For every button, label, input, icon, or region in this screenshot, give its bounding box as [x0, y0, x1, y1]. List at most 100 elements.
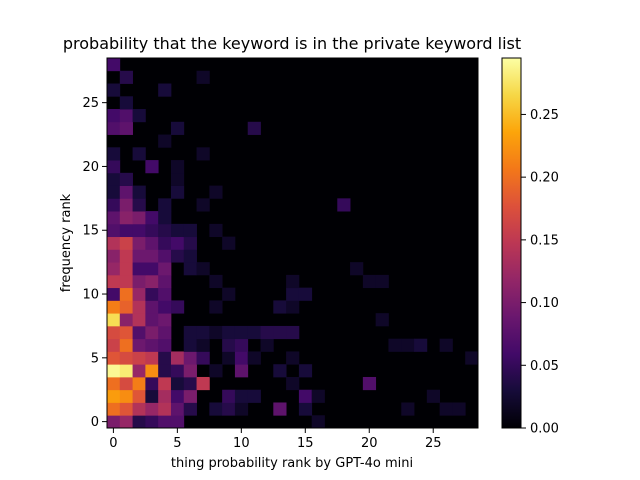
heatmap-cell [234, 402, 249, 416]
heatmap-cell [286, 274, 300, 289]
heatmap-cell [170, 185, 185, 199]
heatmap-cell [222, 287, 236, 301]
heatmap-cell [132, 198, 146, 212]
heatmap-cell [439, 402, 453, 416]
heatmap-cell [158, 236, 172, 250]
heatmap-cell [145, 287, 159, 301]
y-axis-ticks: 0 5 10 15 20 25 [82, 96, 107, 430]
heatmap-cell [107, 83, 121, 97]
heatmap-cell [273, 325, 287, 340]
heatmap-cell [132, 415, 146, 429]
heatmap-cell [132, 223, 146, 238]
heatmap-cell [260, 325, 274, 340]
heatmap-cell [222, 338, 236, 352]
heatmap-cell [145, 236, 159, 250]
heatmap-cell [260, 338, 274, 352]
heatmap-cell [107, 262, 121, 276]
heatmap-cell [119, 262, 133, 276]
heatmap-cell [158, 83, 172, 97]
heatmap-cell [119, 300, 133, 314]
heatmap-cells [107, 58, 479, 429]
heatmap-cell [170, 160, 185, 174]
heatmap-cell [132, 376, 146, 391]
heatmap-cell [273, 300, 287, 314]
heatmap-cell [196, 376, 210, 391]
heatmap-cell [452, 402, 466, 416]
heatmap-cell [170, 402, 185, 416]
heatmap-cell [132, 185, 146, 199]
heatmap-cell [107, 109, 121, 123]
heatmap-cell [132, 402, 146, 416]
heatmap-cell [311, 389, 325, 403]
heatmap-cell [107, 415, 121, 429]
heatmap-cell [183, 223, 197, 238]
x-tick-label: 15 [297, 436, 314, 451]
y-tick-label: 15 [82, 224, 99, 239]
heatmap-cell [132, 351, 146, 365]
colorbar [501, 57, 522, 429]
heatmap-cell [158, 274, 172, 289]
heatmap-cell [132, 236, 146, 250]
colorbar-tick-label: 0.20 [530, 171, 559, 186]
heatmap-cell [107, 300, 121, 314]
colorbar-tick-label: 0.05 [530, 359, 559, 374]
heatmap-cell [158, 223, 172, 238]
heatmap-cell [119, 274, 133, 289]
heatmap-cell [247, 325, 261, 340]
heatmap-cell [196, 262, 210, 276]
heatmap-cell [145, 160, 159, 174]
heatmap-cell [401, 402, 415, 416]
heatmap-cell [183, 402, 197, 416]
colorbar-tick-label: 0.00 [530, 422, 559, 437]
heatmap-cell [234, 351, 249, 365]
heatmap-cell [273, 364, 287, 378]
heatmap-cell [298, 287, 313, 301]
heatmap-cell [183, 325, 197, 340]
heatmap-cell [158, 351, 172, 365]
heatmap-cell [286, 287, 300, 301]
heatmap-cell [145, 402, 159, 416]
y-tick-label: 25 [82, 96, 99, 111]
heatmap-cell [107, 338, 121, 352]
x-axis-label: thing probability rank by GPT-4o mini [171, 456, 413, 471]
heatmap-cell [119, 338, 133, 352]
heatmap-cell [107, 160, 121, 174]
heatmap-cell [119, 364, 133, 378]
heatmap-cell [222, 389, 236, 403]
heatmap-cell [209, 402, 223, 416]
colorbar-tick-label: 0.10 [530, 296, 559, 311]
heatmap-cell [247, 389, 261, 403]
heatmap-cell [119, 351, 133, 365]
heatmap-cell [132, 274, 146, 289]
heatmap-cell [107, 236, 121, 250]
heatmap-cell [362, 274, 377, 289]
heatmap-cell [170, 300, 185, 314]
x-tick-label: 25 [425, 436, 442, 451]
heatmap-cell [132, 300, 146, 314]
x-tick-label: 20 [361, 436, 378, 451]
heatmap-cell [337, 198, 351, 212]
heatmap-cell [107, 211, 121, 225]
heatmap-cell [183, 262, 197, 276]
heatmap-cell [350, 262, 364, 276]
heatmap-cell [426, 389, 441, 403]
heatmap-cell [145, 211, 159, 225]
heatmap-cell [132, 249, 146, 263]
heatmap-cell [107, 147, 121, 161]
heatmap-cell [107, 402, 121, 416]
heatmap-cell [119, 236, 133, 250]
y-tick-label: 20 [82, 160, 99, 175]
heatmap-cell [247, 121, 261, 135]
heatmap-cell [170, 415, 185, 429]
heatmap-cell [145, 376, 159, 391]
heatmap-cell [209, 300, 223, 314]
heatmap-cell [183, 389, 197, 403]
heatmap-cell [170, 389, 185, 403]
heatmap-cell [119, 185, 133, 199]
heatmap-cell [132, 211, 146, 225]
heatmap-cell [132, 147, 146, 161]
heatmap-cell [158, 338, 172, 352]
heatmap-cell [209, 223, 223, 238]
chart-title: probability that the keyword is in the p… [63, 34, 521, 53]
